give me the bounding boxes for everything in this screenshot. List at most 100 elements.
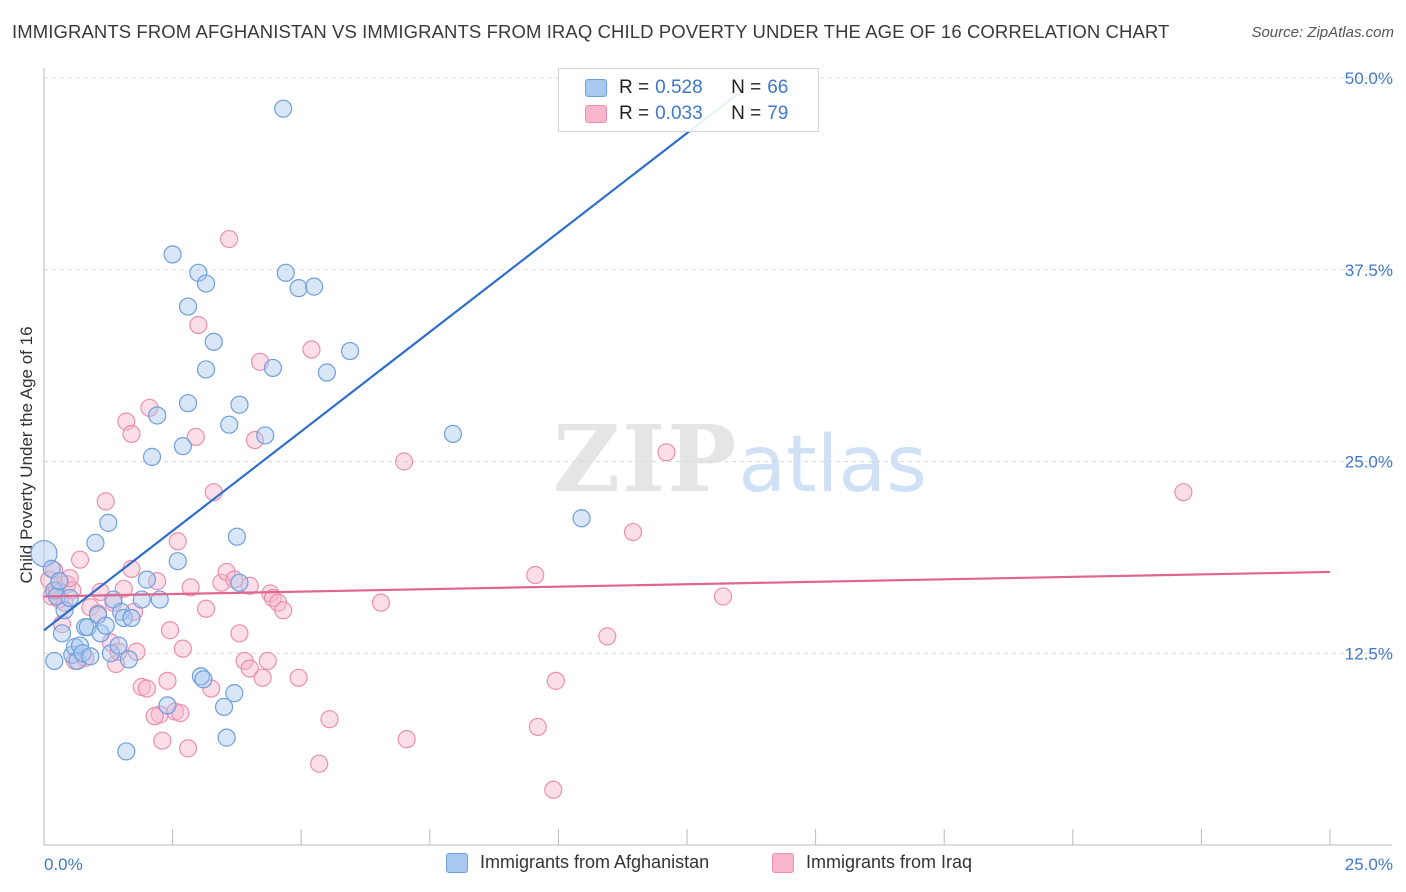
data-point-iraq [528,717,547,736]
data-point-afghanistan [217,728,236,747]
data-point-iraq [196,599,216,618]
data-point-iraq [60,568,79,588]
legend-swatch-afghanistan [585,79,607,97]
data-point-afghanistan [60,588,79,608]
data-point-afghanistan [572,509,591,528]
data-point-afghanistan [101,644,120,663]
data-point-afghanistan [178,297,198,316]
data-point-afghanistan [114,608,133,628]
data-point-iraq [1174,483,1193,502]
data-point-afghanistan [122,608,141,628]
legend-n-value: 79 [767,103,789,124]
data-point-iraq [657,443,676,462]
watermark-atlas: atlas [738,420,927,510]
data-point-iraq [160,621,180,640]
data-point-afghanistan [230,395,249,414]
data-point-iraq [137,679,156,698]
y-tick-label: 12.5% [1345,644,1393,663]
data-point-afghanistan [148,406,167,425]
data-point-iraq [186,427,205,447]
data-point-afghanistan [214,697,234,717]
data-point-afghanistan [274,99,293,118]
data-point-afghanistan [178,394,198,413]
data-point-afghanistan [158,696,177,715]
data-point-iraq [397,730,416,749]
legend-row-iraq: R = 0.033 N = 79 [585,103,788,125]
data-point-afghanistan [204,332,223,351]
data-point-iraq [289,668,308,687]
data-point-iraq [140,398,159,417]
data-point-afghanistan [227,527,246,546]
data-point-iraq [623,522,643,542]
data-point-afghanistan [45,651,64,671]
data-point-iraq [302,340,321,359]
legend-n-value: 66 [767,77,789,98]
legend-r-value: 0.033 [655,103,703,124]
data-point-afghanistan [230,573,249,592]
data-point-afghanistan [109,636,128,655]
data-point-afghanistan [52,624,72,643]
x-tick-label: 25.0% [1345,855,1393,874]
data-point-iraq [274,601,293,620]
data-point-iraq [598,627,617,646]
data-point-iraq [310,754,329,773]
data-point-afghanistan [340,341,360,361]
data-point-iraq [189,315,208,335]
bottom-legend-afghanistan: Immigrants from Afghanistan [446,852,709,873]
data-point-afghanistan [225,684,244,703]
data-point-iraq [145,707,164,726]
data-point-afghanistan [191,667,210,686]
data-point-iraq [173,639,192,658]
data-point-afghanistan [256,426,275,445]
data-point-afghanistan [137,570,156,589]
data-point-afghanistan [263,358,283,378]
data-point-iraq [544,780,563,799]
data-point-iraq [178,739,198,758]
legend-n-label: N = [731,103,762,124]
data-point-afghanistan [194,670,213,689]
y-tick-label: 50.0% [1345,69,1393,88]
data-point-afghanistan [196,360,216,379]
data-point-afghanistan [168,552,187,571]
data-point-iraq [181,578,200,597]
trend-line-afghanistan [43,92,740,632]
legend-r-label: R = [619,77,650,98]
data-point-iraq [546,671,565,690]
data-point-afghanistan [96,616,115,635]
data-point-iraq [225,570,244,589]
data-point-afghanistan [304,277,324,296]
data-point-iraq [713,587,733,606]
data-point-iraq [394,452,414,471]
legend-swatch-iraq [585,105,607,123]
data-point-iraq [109,642,128,661]
data-point-iraq [220,229,239,249]
legend-n-label: N = [731,77,762,98]
data-point-iraq [258,651,277,671]
data-point-iraq [371,593,391,612]
data-point-afghanistan [86,533,105,552]
data-point-iraq [153,731,172,750]
data-point-afghanistan [276,263,295,282]
data-point-iraq [122,424,141,443]
data-point-iraq [202,679,221,698]
data-point-iraq [526,565,545,585]
data-point-iraq [70,550,90,569]
data-point-iraq [320,710,339,729]
bottom-legend-label-afghanistan: Immigrants from Afghanistan [480,852,710,872]
data-point-iraq [96,492,115,511]
legend-r-label: R = [619,103,650,124]
legend-row-afghanistan: R = 0.528 N = 66 [585,77,788,99]
source-label: Source: ZipAtlas.com [1251,24,1394,41]
data-point-afghanistan [119,650,138,669]
bottom-legend-swatch-afghanistan [446,852,468,873]
data-point-iraq [240,576,259,595]
data-point-iraq [127,642,146,661]
data-point-afghanistan [117,742,136,761]
data-point-afghanistan [99,513,118,532]
data-point-afghanistan [289,279,308,298]
data-point-afghanistan [142,447,162,466]
data-point-iraq [240,659,259,678]
bottom-legend: Immigrants from Afghanistan Immigrants f… [0,852,1406,878]
data-point-iraq [158,671,177,690]
